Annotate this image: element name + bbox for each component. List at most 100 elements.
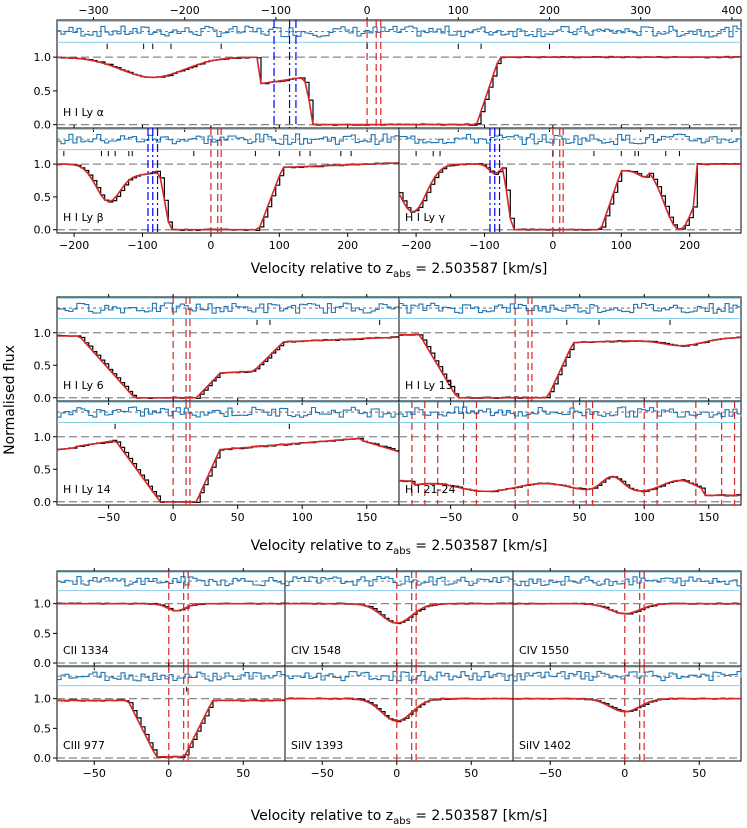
xtick-label: −50: [439, 511, 462, 524]
data-spectrum: [285, 697, 514, 723]
residual-spectrum: [57, 406, 400, 418]
ytick-label: 0.0: [34, 752, 52, 765]
model-fit: [285, 602, 513, 625]
residual-spectrum: [57, 133, 400, 145]
ytick-label: 1.0: [34, 51, 52, 64]
ytick-label: 0.5: [34, 85, 52, 98]
xtick-label: −100: [127, 239, 157, 252]
model-fit: [57, 162, 400, 231]
ytick-label: 0.0: [34, 392, 52, 405]
xtick-label: 150: [356, 511, 377, 524]
xtick-label: 50: [573, 511, 587, 524]
model-fit: [57, 602, 285, 612]
y-axis-label: Normalised flux: [2, 345, 18, 455]
ytick-label: 0.5: [34, 722, 52, 735]
data-spectrum: [513, 602, 742, 615]
model-fit: [57, 699, 285, 758]
x-axis-label-2: Velocity relative to zabs = 2.503587 [km…: [251, 538, 548, 557]
x-axis-label-1: Velocity relative to zabs = 2.503587 [km…: [251, 261, 548, 280]
model-fit: [56, 437, 400, 503]
ytick-label: 1.0: [34, 327, 52, 340]
xtick-label: 50: [464, 767, 478, 780]
residual-spectrum: [57, 25, 742, 38]
ytick-label: 0.5: [34, 359, 52, 372]
panel-lyb: [53, 125, 400, 237]
xtick-label: 0: [207, 239, 214, 252]
panel-metal-3: [53, 663, 286, 765]
residual-spectrum: [399, 133, 742, 145]
panel-ly6-frame: [56, 296, 400, 402]
data-spectrum: [285, 602, 514, 625]
data-spectrum: [399, 163, 742, 231]
panel-label: CIII 977: [63, 739, 105, 752]
ytick-label: 1.0: [34, 431, 52, 444]
model-fit: [399, 333, 742, 399]
panel-metal-5-frame: [512, 665, 742, 762]
xtick-label: 50: [231, 511, 245, 524]
ytick-label: 0.5: [34, 463, 52, 476]
panel-label: CIV 1548: [291, 644, 341, 657]
ytick-label: 0.5: [34, 191, 52, 204]
xtick-label: 200: [337, 239, 358, 252]
panel-lyg: [398, 125, 742, 237]
panel-metal-5: [512, 663, 742, 765]
xtick-label: 0: [512, 511, 519, 524]
panel-lyg-frame: [398, 127, 742, 234]
panel-ly14: [53, 398, 400, 509]
ytick-label: 0.0: [34, 224, 52, 237]
data-spectrum: [57, 55, 742, 126]
xtick-label: 100: [292, 511, 313, 524]
xtick-label: 0: [393, 767, 400, 780]
model-fit: [285, 697, 513, 723]
model-fit: [57, 335, 400, 399]
model-fit: [513, 602, 741, 615]
data-spectrum: [513, 697, 742, 713]
panel-lyb-frame: [56, 127, 400, 234]
xtick-label: 0: [364, 4, 371, 17]
xtick-label: 100: [611, 239, 632, 252]
panel-label: H I Ly β: [63, 211, 104, 224]
xtick-label: 50: [692, 767, 706, 780]
model-fit: [398, 163, 741, 231]
panel-lya: [53, 17, 742, 132]
data-spectrum: [57, 162, 400, 231]
xtick-label: 300: [630, 4, 651, 17]
ytick-label: 1.0: [34, 158, 52, 171]
ytick-label: 0.0: [34, 657, 52, 670]
residual-spectrum: [285, 575, 514, 587]
xtick-label: −300: [78, 4, 108, 17]
residual-spectrum: [513, 575, 742, 587]
xtick-label: −200: [59, 239, 89, 252]
xtick-label: −200: [170, 4, 200, 17]
ytick-label: 1.0: [34, 693, 52, 706]
xtick-label: 0: [549, 239, 556, 252]
xtick-label: 100: [448, 4, 469, 17]
xtick-label: 150: [698, 511, 719, 524]
residual-spectrum: [399, 406, 742, 418]
xtick-label: 0: [170, 511, 177, 524]
panel-label: SiIV 1402: [519, 739, 571, 752]
ytick-label: 1.0: [34, 598, 52, 611]
residual-spectrum: [513, 670, 742, 682]
panel-ly13: [398, 294, 742, 405]
xtick-label: −100: [469, 239, 499, 252]
residual-spectrum: [399, 302, 742, 314]
xtick-label: −100: [261, 4, 291, 17]
model-fit: [513, 697, 741, 713]
xtick-label: 200: [539, 4, 560, 17]
ytick-label: 0.0: [34, 119, 52, 132]
ytick-label: 0.0: [34, 496, 52, 509]
model-fit: [56, 56, 741, 126]
xtick-label: −50: [311, 767, 334, 780]
panel-label: CII 1334: [63, 644, 109, 657]
xtick-label: −200: [401, 239, 431, 252]
panel-label: SiIV 1393: [291, 739, 343, 752]
panel-label: CIV 1550: [519, 644, 569, 657]
panel-ly21-frame: [398, 400, 742, 506]
xtick-label: 400: [721, 4, 742, 17]
panel-label: H I Ly γ: [405, 211, 446, 224]
xtick-label: −50: [83, 767, 106, 780]
xtick-label: 100: [269, 239, 290, 252]
residual-spectrum: [57, 576, 286, 587]
